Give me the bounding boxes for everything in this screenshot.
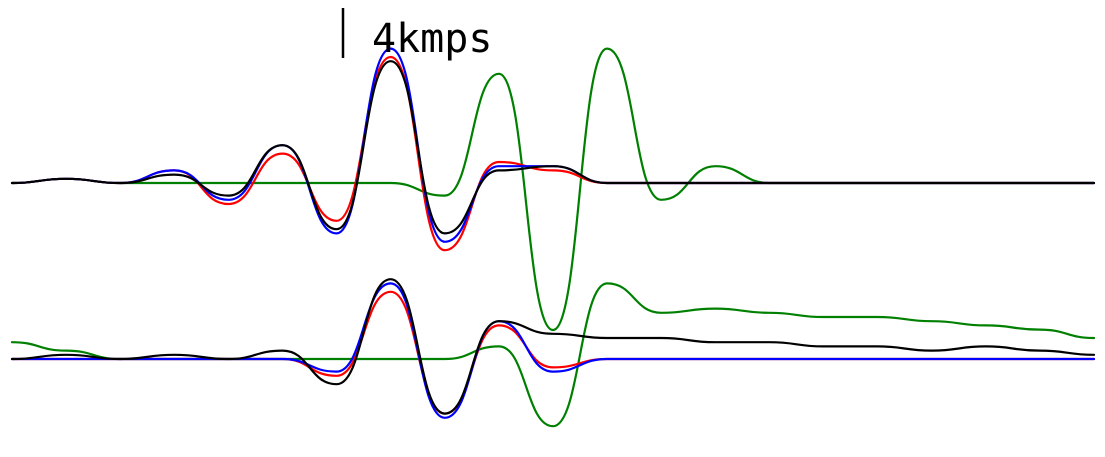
trace-panel1-blue bbox=[10, 47, 1096, 243]
trace-panel2-black bbox=[10, 278, 1096, 415]
trace-panel2-red bbox=[10, 290, 1096, 415]
trace-panel1-red bbox=[10, 55, 1096, 252]
trace-panel1-green bbox=[10, 47, 1096, 332]
traces-layer bbox=[10, 47, 1096, 428]
trace-panel1-black bbox=[10, 60, 1096, 235]
scale-bar-label: 4kmps bbox=[372, 16, 492, 62]
